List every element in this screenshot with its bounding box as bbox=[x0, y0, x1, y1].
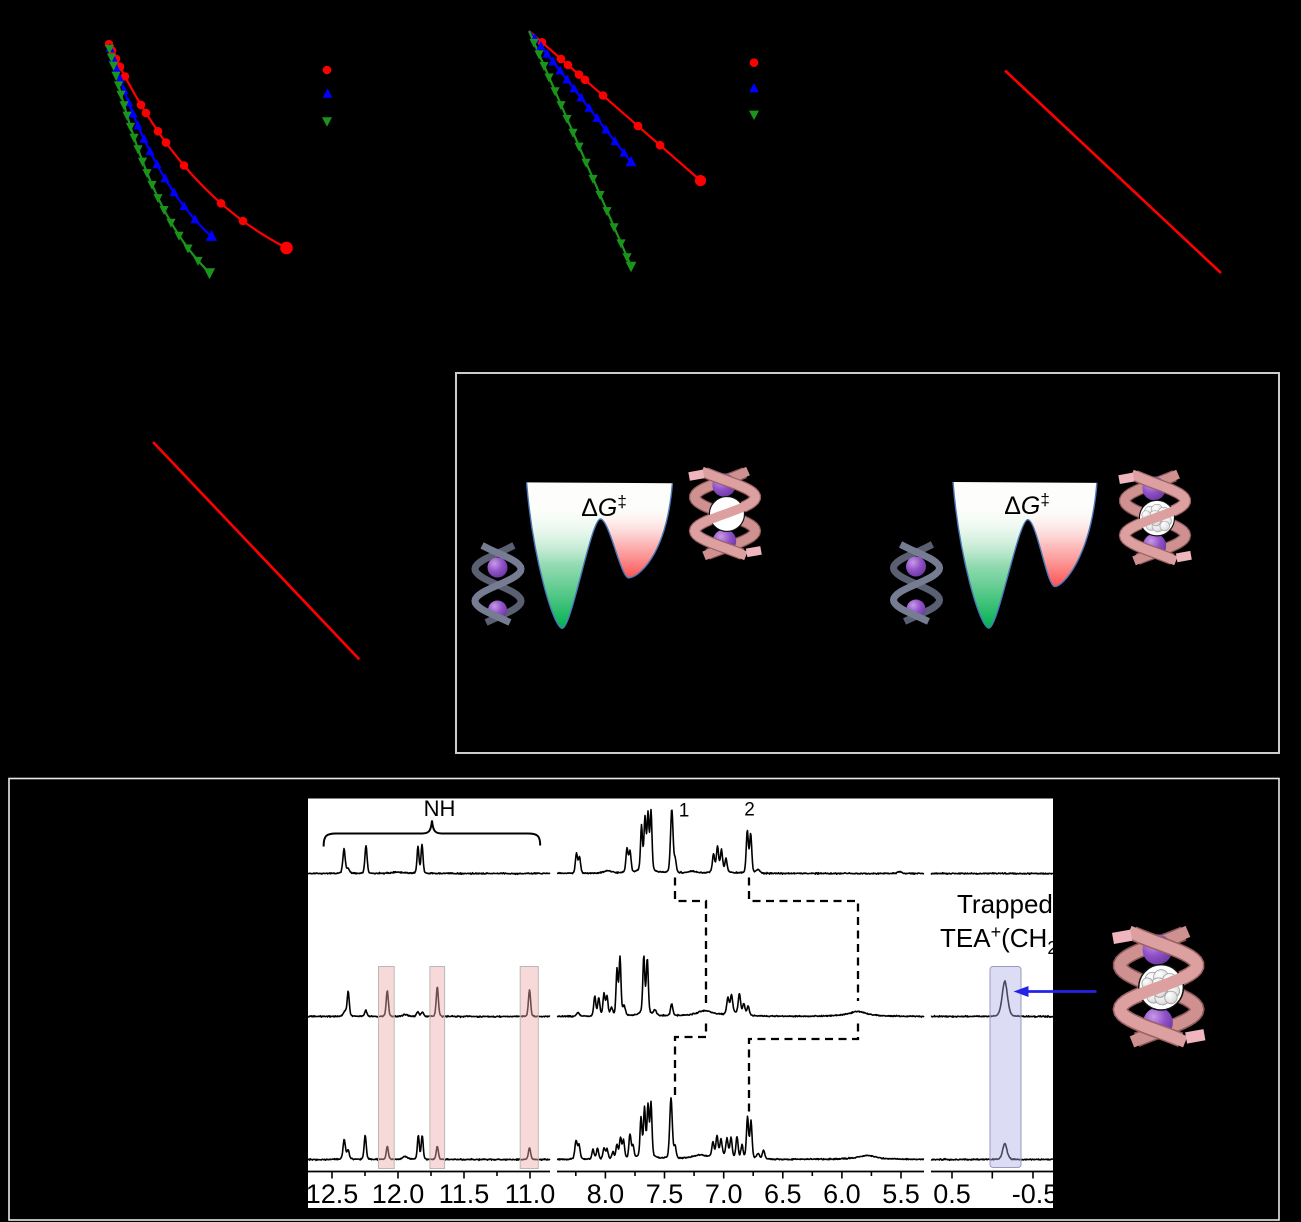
svg-text:-0.5: -0.5 bbox=[1012, 1179, 1059, 1209]
svg-text:11.0: 11.0 bbox=[505, 1179, 556, 1209]
svg-text:NH: NH bbox=[424, 796, 456, 821]
svg-text:1: 1 bbox=[679, 801, 690, 822]
svg-text:Trapped: Trapped bbox=[957, 889, 1053, 919]
svg-text:2: 2 bbox=[744, 800, 755, 821]
svg-text:6.5: 6.5 bbox=[764, 1179, 802, 1209]
svg-text:11.5: 11.5 bbox=[439, 1179, 490, 1209]
svg-text:8.0: 8.0 bbox=[587, 1179, 625, 1209]
svg-text:12.0: 12.0 bbox=[372, 1179, 425, 1209]
svg-text:5.5: 5.5 bbox=[882, 1179, 920, 1209]
svg-text:12.5: 12.5 bbox=[306, 1179, 359, 1209]
svg-text:0.5: 0.5 bbox=[933, 1179, 971, 1209]
svg-text:ΔG‡: ΔG‡ bbox=[581, 492, 627, 522]
svg-text:7.0: 7.0 bbox=[705, 1179, 743, 1209]
svg-text:6.0: 6.0 bbox=[823, 1179, 861, 1209]
svg-text:TEA+(CH2: TEA+(CH2 bbox=[940, 922, 1057, 958]
svg-text:7.5: 7.5 bbox=[646, 1179, 684, 1209]
svg-text:ΔG‡: ΔG‡ bbox=[1004, 490, 1050, 520]
